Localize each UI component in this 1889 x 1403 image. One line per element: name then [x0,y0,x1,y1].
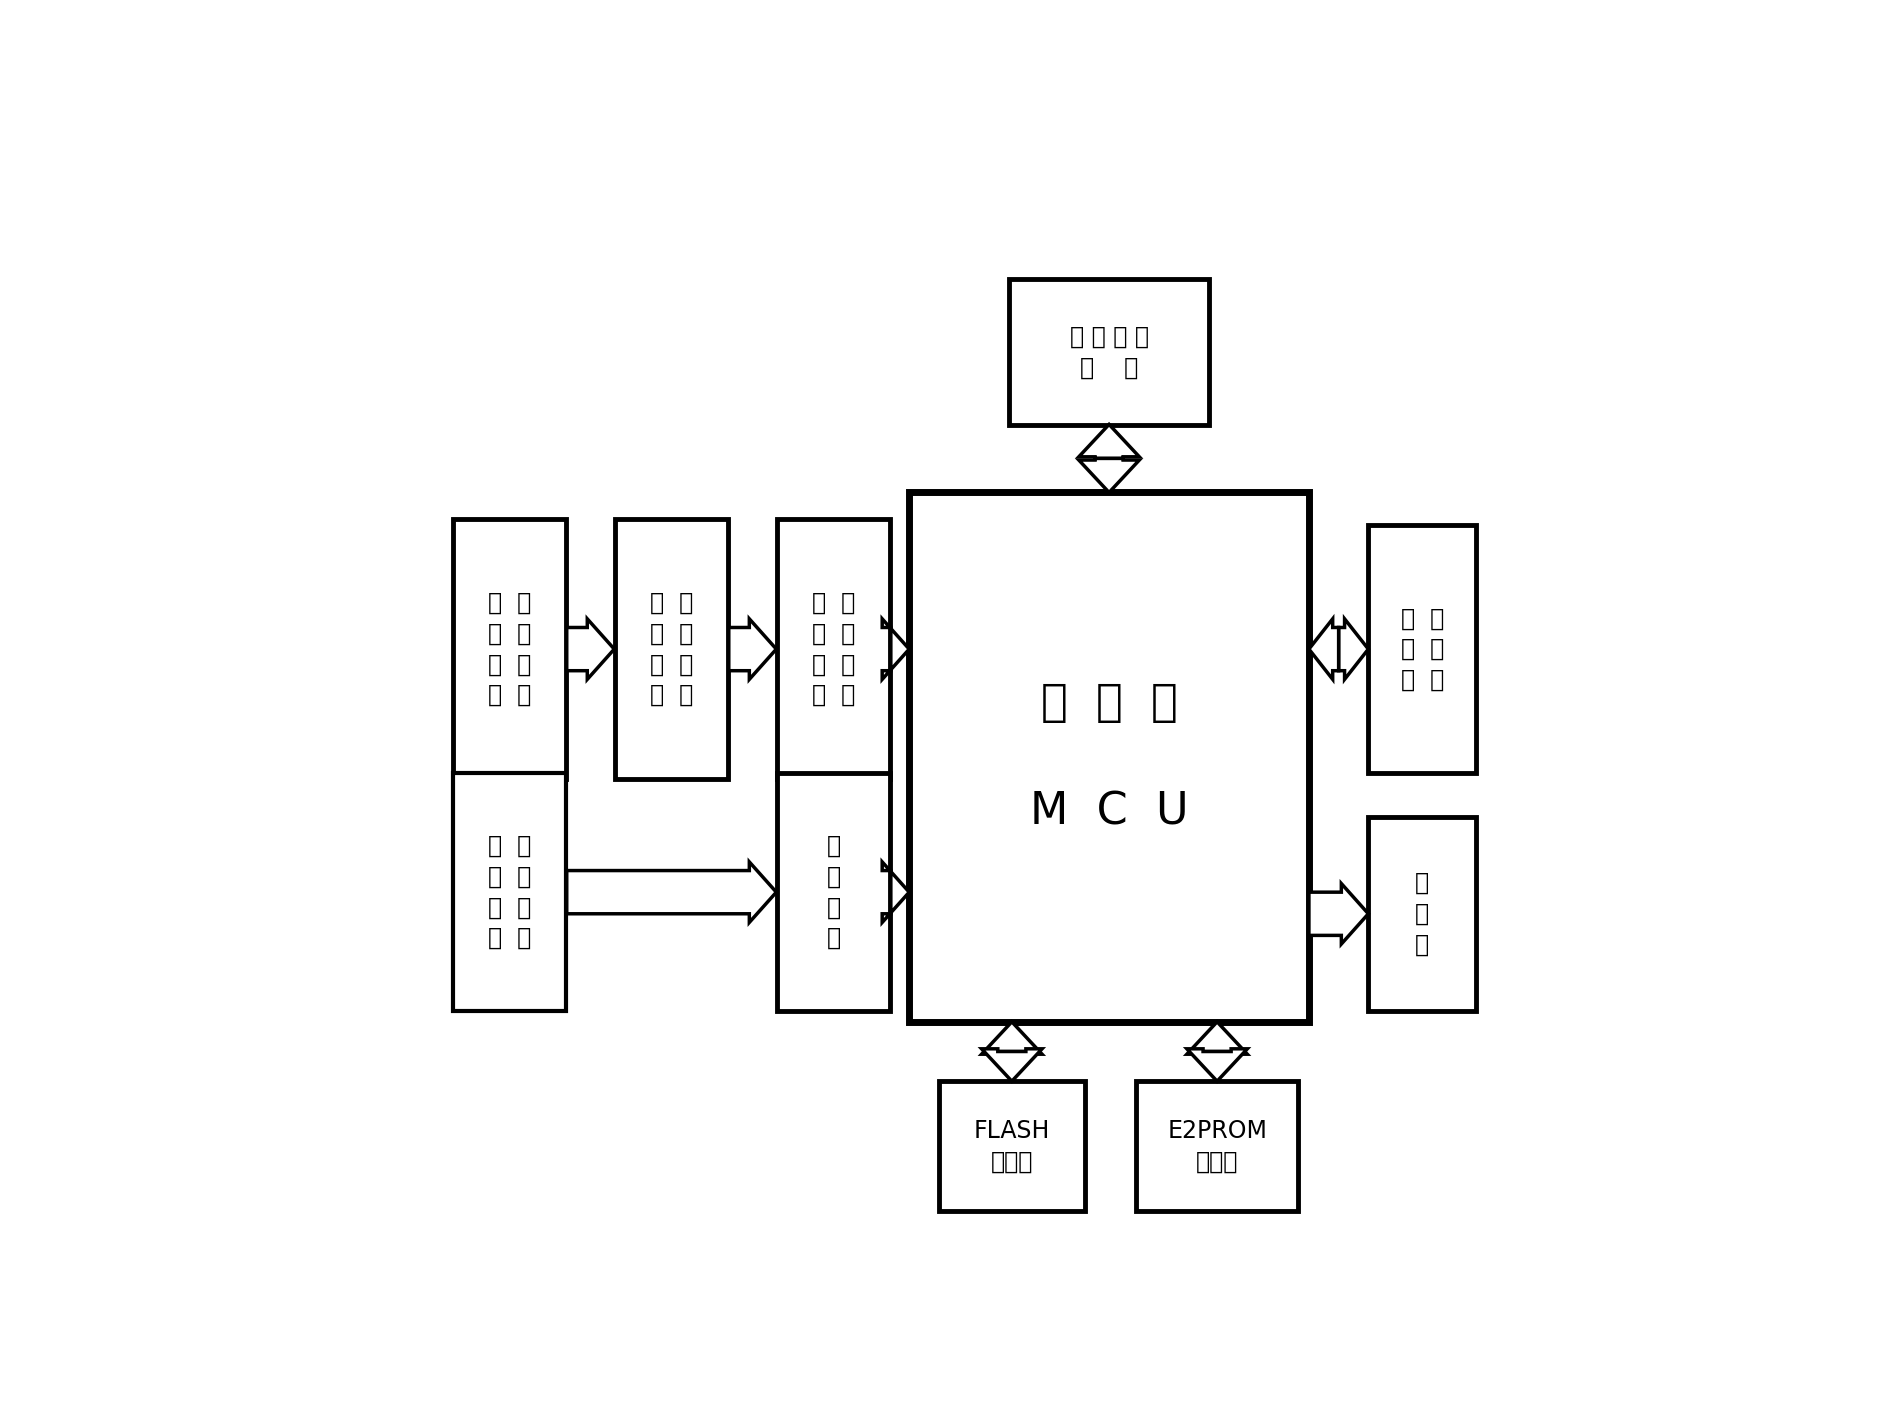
Bar [939,1082,1084,1211]
Text: 显
示
屏: 显 示 屏 [1415,871,1428,957]
Bar [1368,817,1475,1012]
Text: 控  制  器

M  C  U: 控 制 器 M C U [1030,680,1188,833]
FancyArrow shape [980,1021,1041,1054]
FancyArrow shape [1079,424,1139,459]
FancyArrow shape [882,619,909,679]
Text: 比
较
电
路: 比 较 电 路 [825,835,841,950]
Bar [909,492,1309,1021]
FancyArrow shape [1309,884,1368,944]
Text: 转  电
换  流
电  电
路  压: 转 电 换 流 电 电 路 压 [650,591,693,707]
Bar [776,773,890,1012]
Text: FLASH
储存器: FLASH 储存器 [973,1118,1050,1173]
FancyArrow shape [980,1049,1041,1082]
Bar [1009,279,1209,425]
Text: 数  信
据  系
通  统: 数 信 据 系 通 统 [1400,606,1443,692]
FancyArrow shape [729,619,776,679]
Text: 实 时 时 钟
系    统: 实 时 时 钟 系 统 [1069,324,1149,379]
Bar [453,519,567,779]
Text: E2PROM
储存器: E2PROM 储存器 [1167,1118,1266,1173]
FancyArrow shape [1186,1049,1247,1082]
FancyArrow shape [1309,619,1337,679]
FancyArrow shape [1337,619,1368,679]
Text: 采  雷
样  击
电  信
路  号: 采 雷 样 击 电 信 路 号 [487,835,531,950]
FancyArrow shape [882,861,909,922]
Bar [776,519,890,779]
Bar [614,519,727,779]
FancyArrow shape [567,619,614,679]
Bar [1368,525,1475,773]
FancyArrow shape [1079,459,1139,492]
FancyArrow shape [567,861,776,922]
Text: 流  穿
互  心
感  式
器  电: 流 穿 互 心 感 式 器 电 [487,591,531,707]
Bar [453,773,567,1012]
Text: 调  电
理  压
电  信
路  号: 调 电 理 压 电 信 路 号 [812,591,854,707]
FancyArrow shape [1186,1021,1247,1054]
Bar [1135,1082,1298,1211]
